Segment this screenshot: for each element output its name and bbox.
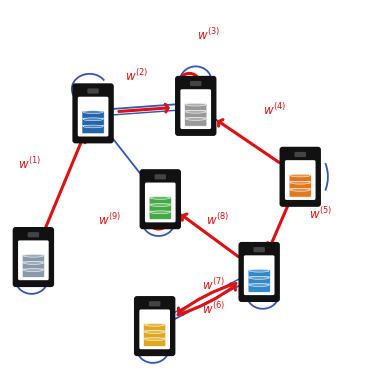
Ellipse shape — [251, 277, 268, 279]
Ellipse shape — [25, 255, 42, 257]
Ellipse shape — [186, 103, 206, 106]
Ellipse shape — [23, 269, 43, 271]
Text: $w^{(5)}$: $w^{(5)}$ — [309, 206, 332, 222]
FancyBboxPatch shape — [22, 269, 45, 277]
FancyBboxPatch shape — [175, 76, 217, 136]
Ellipse shape — [25, 269, 42, 271]
Ellipse shape — [83, 111, 103, 114]
FancyBboxPatch shape — [144, 338, 166, 346]
FancyBboxPatch shape — [185, 118, 207, 126]
Ellipse shape — [187, 118, 204, 120]
Ellipse shape — [186, 118, 206, 120]
Text: $w^{(3)}$: $w^{(3)}$ — [197, 27, 220, 43]
FancyBboxPatch shape — [238, 242, 280, 302]
Ellipse shape — [292, 182, 309, 184]
FancyBboxPatch shape — [22, 262, 45, 270]
FancyBboxPatch shape — [88, 88, 99, 94]
Ellipse shape — [251, 284, 268, 286]
FancyBboxPatch shape — [180, 89, 211, 129]
FancyBboxPatch shape — [248, 270, 270, 278]
Ellipse shape — [150, 204, 170, 206]
FancyBboxPatch shape — [185, 111, 207, 119]
FancyBboxPatch shape — [289, 189, 311, 197]
FancyBboxPatch shape — [154, 174, 166, 179]
Text: $w^{(1)}$: $w^{(1)}$ — [18, 156, 41, 172]
FancyBboxPatch shape — [82, 111, 104, 119]
FancyBboxPatch shape — [78, 97, 108, 136]
FancyBboxPatch shape — [144, 331, 166, 339]
Ellipse shape — [84, 125, 101, 127]
FancyBboxPatch shape — [248, 277, 270, 285]
Ellipse shape — [292, 174, 309, 177]
Ellipse shape — [292, 189, 309, 191]
FancyBboxPatch shape — [82, 125, 104, 133]
FancyBboxPatch shape — [289, 174, 311, 183]
Text: $w^{(7)}$: $w^{(7)}$ — [202, 277, 225, 293]
Text: $w^{(9)}$: $w^{(9)}$ — [98, 212, 121, 228]
Ellipse shape — [146, 324, 163, 326]
Ellipse shape — [290, 174, 310, 177]
FancyBboxPatch shape — [28, 232, 39, 237]
FancyBboxPatch shape — [190, 81, 202, 86]
FancyBboxPatch shape — [285, 160, 316, 200]
FancyBboxPatch shape — [18, 240, 49, 280]
FancyBboxPatch shape — [145, 183, 175, 222]
Ellipse shape — [251, 270, 268, 272]
FancyBboxPatch shape — [295, 152, 306, 157]
FancyBboxPatch shape — [244, 255, 275, 295]
FancyBboxPatch shape — [22, 255, 45, 263]
Ellipse shape — [145, 338, 165, 341]
Ellipse shape — [152, 197, 169, 199]
Text: $w^{(2)}$: $w^{(2)}$ — [125, 68, 148, 84]
Ellipse shape — [249, 284, 269, 287]
FancyBboxPatch shape — [149, 197, 171, 205]
Ellipse shape — [23, 262, 43, 264]
Ellipse shape — [145, 323, 165, 326]
FancyBboxPatch shape — [149, 211, 171, 220]
FancyBboxPatch shape — [144, 324, 166, 332]
Ellipse shape — [187, 111, 204, 113]
Ellipse shape — [84, 111, 101, 113]
FancyBboxPatch shape — [248, 284, 270, 292]
FancyBboxPatch shape — [289, 182, 311, 190]
Ellipse shape — [83, 118, 103, 121]
FancyBboxPatch shape — [72, 83, 114, 143]
FancyBboxPatch shape — [149, 301, 161, 306]
Ellipse shape — [187, 103, 204, 106]
Ellipse shape — [145, 331, 165, 334]
Ellipse shape — [152, 204, 169, 206]
Ellipse shape — [150, 211, 170, 214]
Ellipse shape — [146, 331, 163, 333]
FancyBboxPatch shape — [139, 309, 170, 349]
FancyBboxPatch shape — [139, 169, 181, 229]
FancyBboxPatch shape — [185, 103, 207, 112]
FancyBboxPatch shape — [134, 296, 175, 356]
Ellipse shape — [290, 188, 310, 191]
FancyBboxPatch shape — [253, 247, 265, 252]
Text: $w^{(6)}$: $w^{(6)}$ — [202, 301, 225, 317]
Ellipse shape — [249, 269, 269, 272]
Text: $w^{(8)}$: $w^{(8)}$ — [206, 212, 229, 228]
Ellipse shape — [152, 211, 169, 213]
Ellipse shape — [290, 181, 310, 184]
Ellipse shape — [249, 276, 269, 279]
Ellipse shape — [186, 111, 206, 113]
FancyBboxPatch shape — [82, 118, 104, 126]
FancyBboxPatch shape — [13, 227, 54, 287]
Ellipse shape — [23, 255, 43, 257]
Ellipse shape — [146, 338, 163, 340]
FancyBboxPatch shape — [149, 204, 171, 212]
Text: $w^{(4)}$: $w^{(4)}$ — [263, 102, 286, 118]
Ellipse shape — [83, 125, 103, 128]
FancyBboxPatch shape — [280, 147, 321, 207]
Ellipse shape — [84, 118, 101, 120]
Ellipse shape — [25, 262, 42, 264]
Ellipse shape — [150, 197, 170, 199]
